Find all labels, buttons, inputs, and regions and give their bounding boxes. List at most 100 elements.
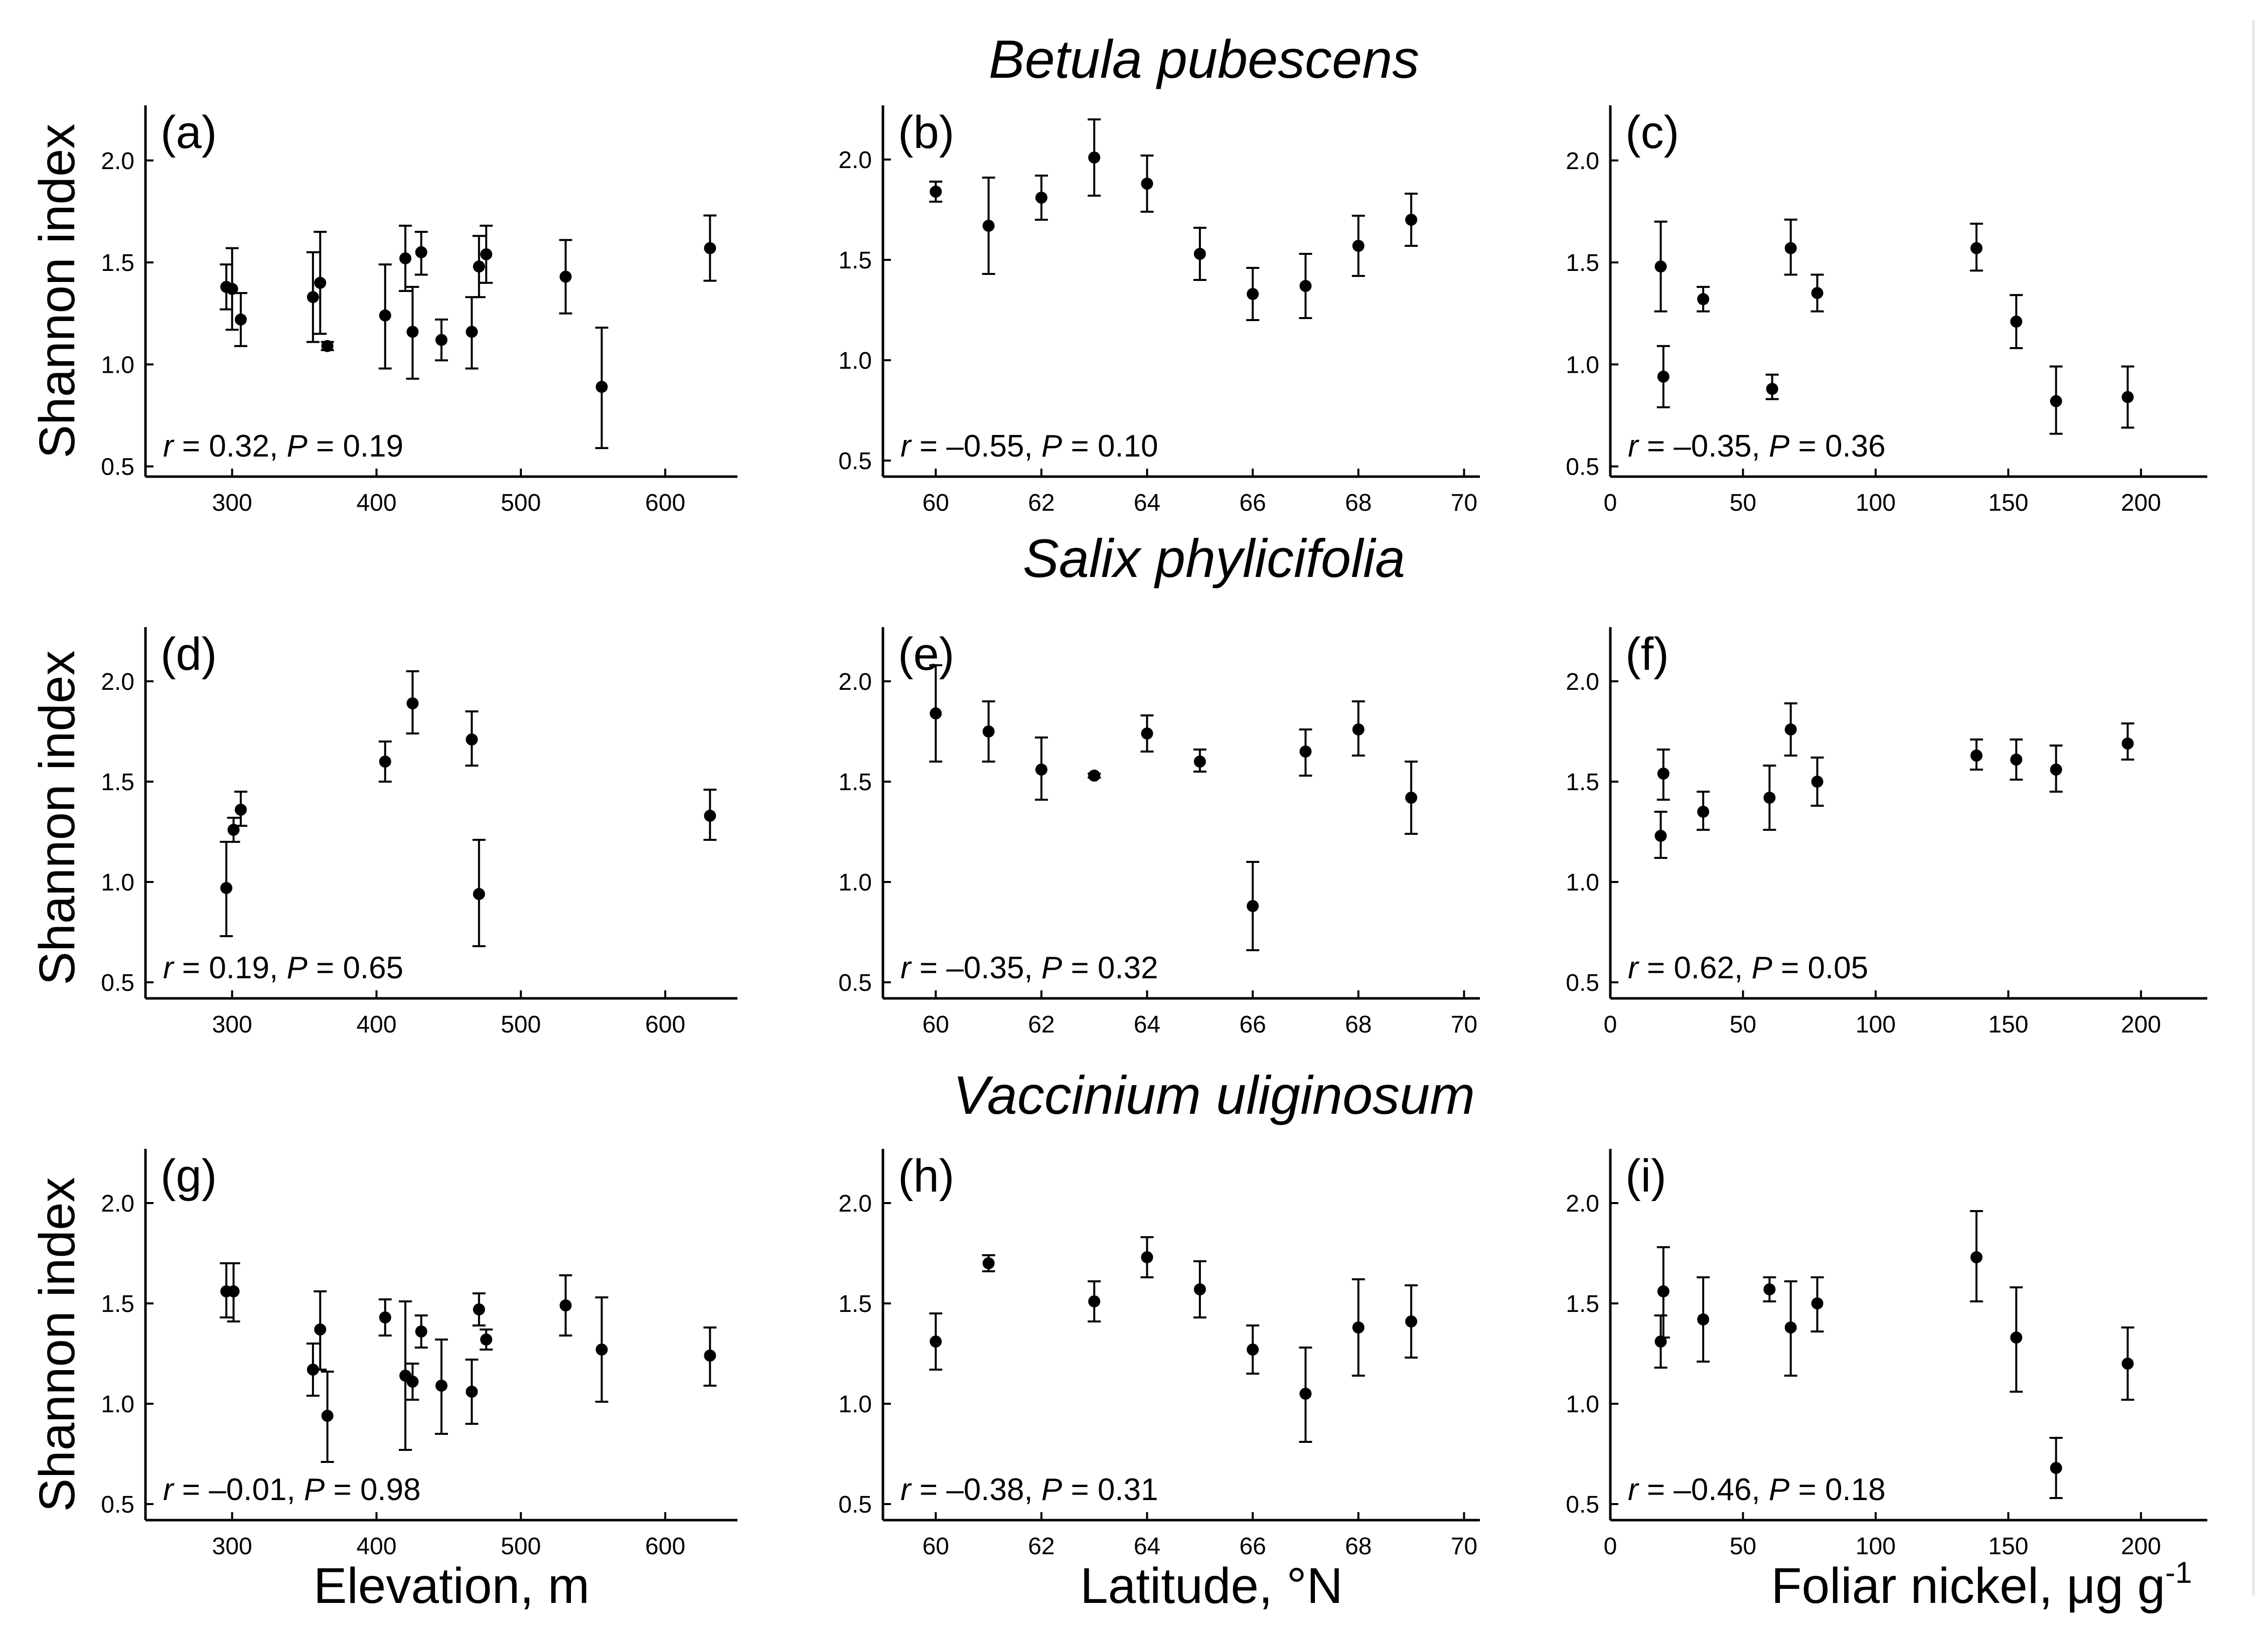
correlation-stat: r = –0.55, P = 0.10 xyxy=(900,429,1158,464)
data-point xyxy=(1299,1347,1312,1443)
point-marker xyxy=(1697,293,1710,306)
y-tick-label: 0.5 xyxy=(838,448,872,475)
data-point xyxy=(1351,1278,1365,1377)
point-marker xyxy=(379,1311,391,1323)
point-marker xyxy=(314,1323,327,1336)
panel-c: 0.5 1.0 1.5 2.0 0 50 100 150 200 (c) r = –0.35, P … xyxy=(1566,105,2207,516)
panel-i: 0.5 1.0 1.5 2.0 0 50 100 150 200 (i) r = –0.46, P … xyxy=(1566,1149,2207,1560)
point-marker xyxy=(595,1344,608,1356)
data-point xyxy=(234,791,247,827)
x-tick-label: 300 xyxy=(212,490,252,516)
point-marker xyxy=(1352,240,1365,252)
y-tick-label: 2.0 xyxy=(101,148,134,175)
point-marker xyxy=(1193,248,1206,260)
x-tick-label: 400 xyxy=(356,1533,396,1560)
y-tick-label: 1.0 xyxy=(1566,869,1599,896)
point-marker xyxy=(1657,1285,1670,1297)
data-point xyxy=(1193,227,1206,281)
x-tick-label: 70 xyxy=(1451,1011,1477,1038)
point-marker xyxy=(226,282,238,295)
data-point xyxy=(1405,193,1418,247)
panel-letter: (f) xyxy=(1625,629,1669,680)
data-point xyxy=(1654,220,1668,313)
point-marker xyxy=(1299,1388,1312,1400)
x-tick-label: 50 xyxy=(1730,1533,1756,1560)
point-marker xyxy=(2122,391,2134,403)
x-tick-label: 500 xyxy=(501,1533,541,1560)
data-point xyxy=(472,235,486,299)
x-tick-label: 500 xyxy=(501,490,541,516)
point-marker xyxy=(473,1303,485,1315)
correlation-stat: r = –0.35, P = 0.32 xyxy=(900,951,1158,985)
data-point xyxy=(1656,749,1670,801)
data-point xyxy=(1970,222,1983,272)
point-marker xyxy=(559,1299,572,1311)
data-point xyxy=(406,1363,419,1401)
data-point xyxy=(1656,345,1670,408)
point-marker xyxy=(2050,395,2062,407)
x-tick-label: 66 xyxy=(1239,490,1266,516)
data-point xyxy=(1246,1324,1260,1375)
point-marker xyxy=(1352,723,1365,735)
point-marker xyxy=(1654,260,1667,273)
point-marker xyxy=(379,309,391,322)
point-marker xyxy=(1141,178,1153,190)
x-tick-label: 50 xyxy=(1730,490,1756,516)
x-tick-label: 400 xyxy=(356,490,396,516)
data-point xyxy=(321,1371,334,1463)
panel-d: 0.5 1.0 1.5 2.0 300 400 500 600 (d) r = 0.19, P =… xyxy=(101,627,737,1038)
point-marker xyxy=(2050,1462,2062,1474)
data-point xyxy=(220,841,233,937)
point-marker xyxy=(2010,754,2023,766)
data-point xyxy=(314,231,327,335)
data-point xyxy=(1763,1276,1776,1302)
point-marker xyxy=(473,260,485,273)
point-marker xyxy=(399,252,412,264)
point-marker xyxy=(415,1325,427,1338)
point-marker xyxy=(1193,756,1206,768)
x-tick-label: 68 xyxy=(1345,490,1372,516)
data-point xyxy=(1193,1260,1206,1318)
panel-h: 0.5 1.0 1.5 2.0 60 62 64 66 68 70 (h) r = –0.38, P … xyxy=(838,1149,1480,1560)
x-tick-label: 66 xyxy=(1239,1011,1266,1038)
x-tick-label: 0 xyxy=(1604,1533,1617,1560)
x-tick-label: 500 xyxy=(501,1011,541,1038)
point-marker xyxy=(1970,242,1983,254)
point-marker xyxy=(930,186,942,198)
data-point xyxy=(1299,728,1312,777)
point-marker xyxy=(1811,287,1824,300)
y-tick-label: 1.0 xyxy=(838,348,872,374)
data-point xyxy=(703,1326,717,1387)
x-tick-label: 66 xyxy=(1239,1533,1266,1560)
y-tick-label: 1.0 xyxy=(838,869,872,896)
point-marker xyxy=(2050,764,2062,776)
point-marker xyxy=(1352,1321,1365,1334)
data-point xyxy=(2010,1286,2023,1393)
point-marker xyxy=(1035,764,1047,776)
data-point xyxy=(982,1254,995,1272)
y-tick-label: 1.0 xyxy=(1566,1391,1599,1418)
point-marker xyxy=(2122,1358,2134,1370)
point-marker xyxy=(321,340,334,352)
point-marker xyxy=(982,220,995,232)
x-axis-title-latitude: Latitude, °N xyxy=(1080,1558,1343,1614)
point-marker xyxy=(1299,746,1312,758)
y-tick-label: 2.0 xyxy=(101,669,134,695)
x-tick-label: 0 xyxy=(1604,490,1617,516)
point-marker xyxy=(1405,1315,1418,1327)
y-tick-label: 2.0 xyxy=(1566,1191,1599,1217)
point-marker xyxy=(1970,750,1983,762)
data-point xyxy=(2010,738,2023,781)
y-tick-label: 0.5 xyxy=(101,970,134,996)
y-tick-label: 0.5 xyxy=(1566,1492,1599,1518)
point-marker xyxy=(1766,383,1778,395)
data-point xyxy=(929,181,943,203)
y-tick-label: 0.5 xyxy=(838,970,872,996)
x-tick-label: 64 xyxy=(1134,1011,1160,1038)
data-point xyxy=(414,1314,428,1349)
y-axis-title-row3: Shannon index xyxy=(29,1177,85,1512)
y-tick-label: 1.5 xyxy=(838,769,872,796)
data-point xyxy=(1784,702,1797,757)
data-point xyxy=(1810,273,1824,313)
